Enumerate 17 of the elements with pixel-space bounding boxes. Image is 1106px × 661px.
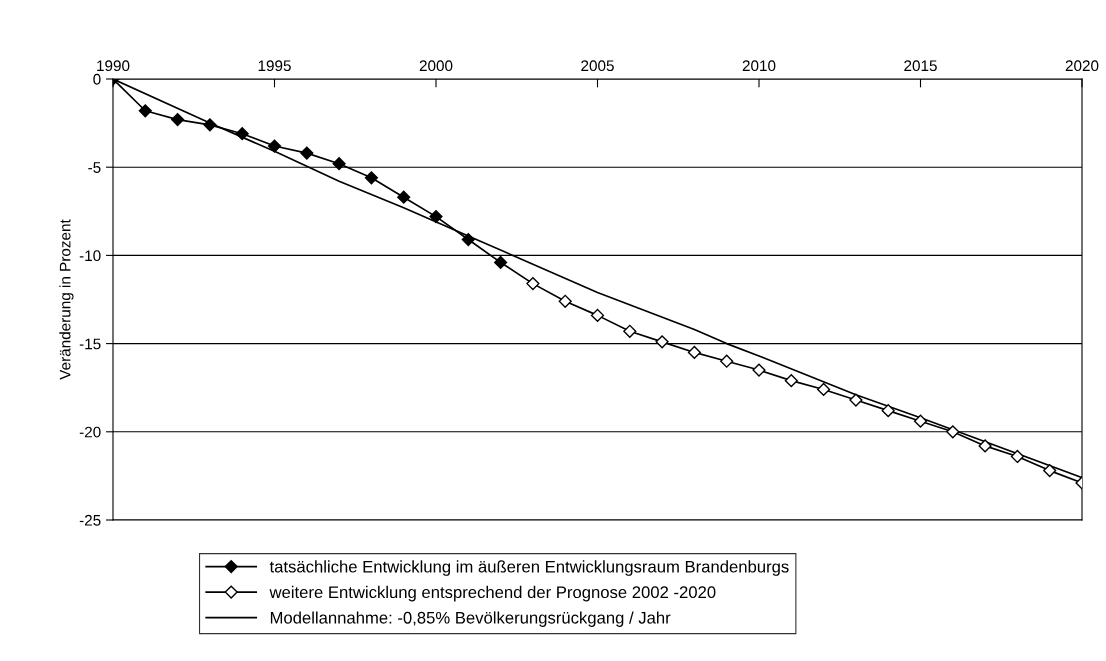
legend-label: tatsächliche Entwicklung im äußeren Entwicklungsraum Brandenburgs	[269, 560, 789, 576]
x-tick-label: 1990	[97, 60, 130, 72]
y-tick-label: -20	[79, 426, 101, 438]
x-tick-label: 2015	[904, 60, 937, 72]
y-tick-label: -25	[79, 514, 101, 526]
legend-label: Modellannahme: -0,85% Bevölkerungsrückgang / Jahr	[270, 611, 671, 627]
x-tick-label: 2010	[742, 60, 776, 72]
y-axis-title: Veränderung in Prozent	[59, 219, 74, 380]
x-tick-label: 2005	[581, 60, 614, 72]
y-tick-label: -15	[79, 338, 101, 350]
legend-label: weitere Entwicklung entsprechend der Prognose 2002 -2020	[269, 585, 716, 602]
y-tick-label: 0	[93, 73, 101, 85]
y-tick-label: -5	[88, 162, 101, 173]
x-tick-label: 2020	[1065, 60, 1099, 72]
x-tick-label: 1995	[258, 60, 291, 72]
y-tick-label: -10	[79, 250, 101, 262]
x-tick-label: 2000	[419, 60, 453, 72]
